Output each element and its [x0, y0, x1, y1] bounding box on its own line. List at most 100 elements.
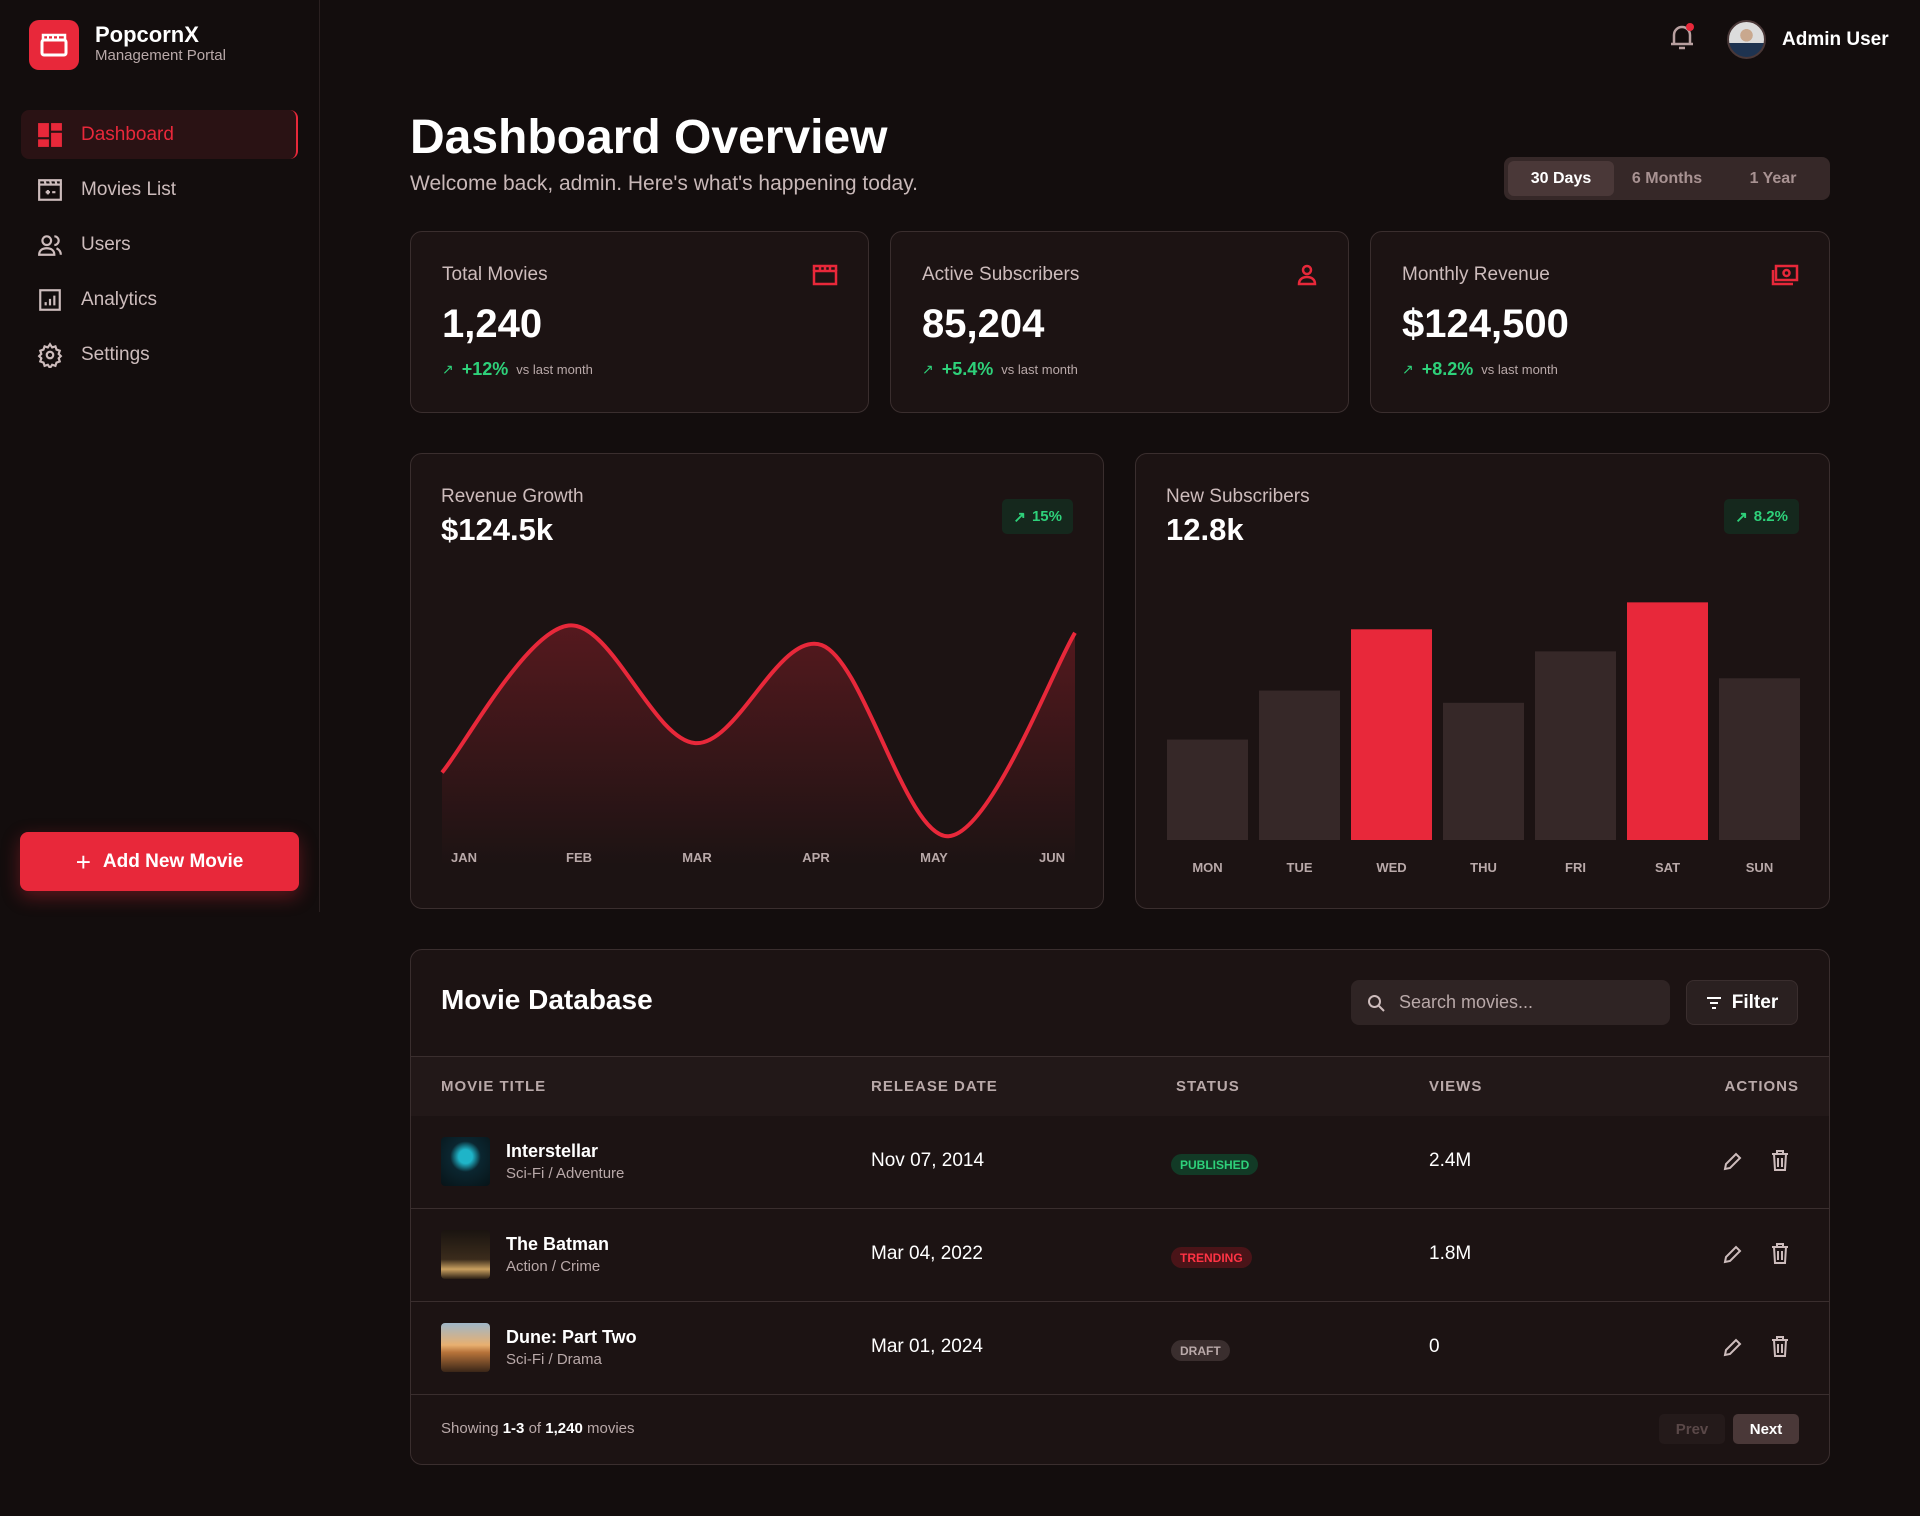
movie-title[interactable]: The Batman — [506, 1234, 610, 1254]
bar-sun — [1719, 678, 1800, 840]
movie-poster — [441, 1137, 490, 1186]
user-icon — [1297, 264, 1317, 286]
sidebar-item-movies-list[interactable]: Movies List — [21, 165, 298, 214]
clapperboard-icon — [812, 264, 838, 286]
column-header[interactable]: RELEASE DATE — [871, 1078, 998, 1095]
status-badge: PUBLISHED — [1171, 1154, 1259, 1175]
logo-icon — [29, 20, 79, 70]
next-page-button[interactable]: Next — [1733, 1414, 1799, 1444]
x-tick-label: SUN — [1746, 860, 1773, 875]
chart-value: 12.8k — [1166, 512, 1244, 547]
search-icon — [1368, 994, 1385, 1012]
notification-bell-button[interactable] — [1668, 22, 1696, 57]
movie-title[interactable]: Dune: Part Two — [506, 1327, 637, 1347]
stat-change: +8.2% — [1421, 359, 1474, 379]
stat-card-active-subscribers: Active Subscribers 85,204 ↗ +5.4% vs last … — [890, 231, 1349, 413]
prev-page-button[interactable]: Prev — [1659, 1414, 1725, 1444]
pagination-summary: Showing 1-3 of 1,240 movies — [441, 1420, 635, 1437]
x-tick-label: TUE — [1287, 860, 1313, 875]
trend-up-icon: ↗ — [442, 361, 454, 377]
arrow-up-right-icon: ↗ — [1735, 508, 1748, 526]
release-date: Mar 01, 2024 — [871, 1336, 983, 1357]
user-name: Admin User — [1782, 29, 1889, 50]
x-tick-label: FRI — [1565, 860, 1586, 875]
stat-compare: vs last month — [1001, 362, 1078, 377]
column-header[interactable]: STATUS — [1176, 1078, 1240, 1095]
add-new-movie-button[interactable]: + Add New Movie — [20, 832, 299, 891]
delete-icon[interactable] — [1771, 1336, 1789, 1358]
dashboard-icon — [38, 122, 62, 147]
sidebar-item-label: Movies List — [81, 178, 177, 200]
growth-badge-value: 15% — [1031, 508, 1062, 525]
movie-genre: Sci-Fi / Drama — [506, 1351, 602, 1368]
sidebar-item-settings[interactable]: Settings — [21, 330, 298, 379]
filter-icon — [1706, 996, 1721, 1009]
stat-compare: vs last month — [1481, 362, 1558, 377]
tab-30-days[interactable]: 30 Days — [1508, 161, 1614, 196]
stat-value: 1,240 — [442, 302, 543, 346]
tab-1-year[interactable]: 1 Year — [1749, 169, 1797, 187]
tab-6-months[interactable]: 6 Months — [1631, 169, 1703, 187]
movie-title[interactable]: Interstellar — [506, 1141, 599, 1161]
sidebar-item-label: Users — [81, 233, 131, 255]
movie-database-card: Movie Database Filter MOVIE TITLE RELEAS… — [410, 949, 1830, 1465]
table-row[interactable]: Interstellar Sci-Fi / Adventure Nov 07, … — [411, 1116, 1829, 1209]
sidebar-item-label: Settings — [81, 343, 150, 365]
x-tick-label: FEB — [566, 850, 592, 865]
edit-icon[interactable] — [1722, 1150, 1742, 1172]
growth-badge: ↗ 15% — [1002, 499, 1073, 534]
sidebar-item-label: Dashboard — [81, 123, 174, 145]
gear-icon — [37, 341, 63, 368]
summary-of: of — [528, 1420, 542, 1437]
avatar[interactable] — [1727, 20, 1766, 59]
filter-label: Filter — [1731, 991, 1779, 1013]
delete-icon[interactable] — [1771, 1243, 1789, 1265]
sidebar-item-dashboard[interactable]: Dashboard — [21, 110, 298, 159]
column-header[interactable]: VIEWS — [1429, 1078, 1483, 1095]
stat-label: Total Movies — [442, 264, 548, 285]
subscribers-bar-chart: MON TUE WED THU FRI SAT SUN — [1167, 602, 1800, 875]
sidebar-item-users[interactable]: Users — [21, 220, 298, 269]
arrow-up-right-icon: ↗ — [1013, 508, 1026, 526]
revenue-line-chart: JAN FEB MAR APR MAY JUN — [440, 623, 1077, 866]
column-header[interactable]: MOVIE TITLE — [441, 1078, 547, 1095]
filter-button[interactable]: Filter — [1686, 980, 1798, 1025]
table-row[interactable]: Dune: Part Two Sci-Fi / Drama Mar 01, 20… — [411, 1302, 1829, 1395]
views-count: 2.4M — [1429, 1150, 1472, 1171]
summary-total: 1,240 — [545, 1420, 583, 1437]
table-row[interactable]: The Batman Action / Crime Mar 04, 2022 T… — [411, 1209, 1829, 1302]
movie-genre: Action / Crime — [506, 1258, 601, 1275]
growth-badge-value: 8.2% — [1753, 508, 1788, 525]
summary-prefix: Showing — [441, 1420, 499, 1437]
table-title: Movie Database — [441, 984, 653, 1015]
stat-compare: vs last month — [516, 362, 593, 377]
views-count: 1.8M — [1429, 1243, 1472, 1264]
brand-subtitle: Management Portal — [95, 47, 226, 64]
analytics-icon — [39, 288, 61, 311]
x-tick-label: MON — [1192, 860, 1222, 875]
sidebar-item-analytics[interactable]: Analytics — [21, 275, 298, 324]
edit-icon[interactable] — [1722, 1336, 1742, 1358]
page-subtitle: Welcome back, admin. Here's what's happe… — [410, 172, 919, 195]
stat-value: $124,500 — [1402, 302, 1569, 346]
search-box[interactable] — [1351, 980, 1670, 1025]
stat-label: Monthly Revenue — [1402, 264, 1550, 285]
bar-mon — [1167, 739, 1248, 840]
search-input[interactable] — [1399, 992, 1649, 1013]
page-title: Dashboard Overview — [410, 111, 888, 164]
add-new-movie-label: Add New Movie — [102, 850, 244, 872]
summary-range: 1-3 — [502, 1420, 525, 1437]
bar-sat — [1627, 602, 1708, 840]
cash-icon — [1771, 264, 1799, 286]
revenue-area — [442, 625, 1075, 866]
delete-icon[interactable] — [1771, 1150, 1789, 1172]
x-tick-label: SAT — [1655, 860, 1680, 875]
movie-poster — [441, 1323, 490, 1372]
x-tick-label: MAR — [682, 850, 712, 865]
bar-fri — [1535, 651, 1616, 840]
release-date: Nov 07, 2014 — [871, 1150, 985, 1171]
views-count: 0 — [1429, 1336, 1440, 1357]
movie-poster — [441, 1230, 490, 1279]
edit-icon[interactable] — [1722, 1243, 1742, 1265]
sidebar-item-label: Analytics — [81, 288, 158, 310]
